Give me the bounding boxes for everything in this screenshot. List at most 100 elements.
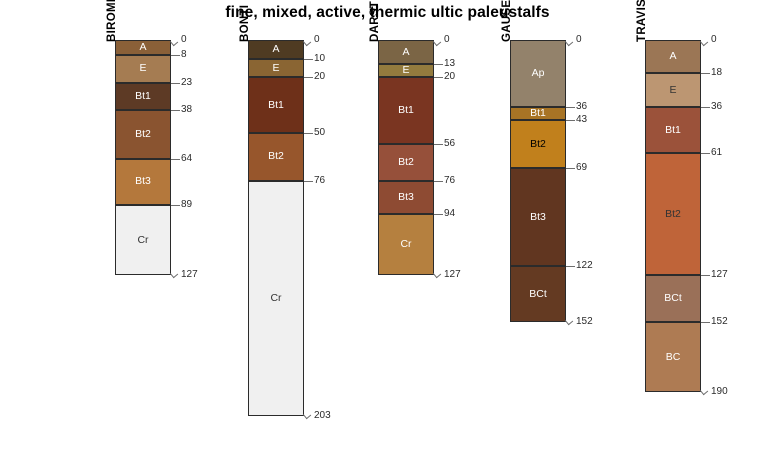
horizon-block[interactable]: A bbox=[378, 40, 434, 65]
horizon-block[interactable]: BC bbox=[645, 321, 701, 393]
horizon-block[interactable]: E bbox=[248, 58, 304, 78]
depth-tick bbox=[701, 73, 710, 75]
horizon-label: Cr bbox=[270, 292, 282, 305]
depth-label: 152 bbox=[576, 315, 593, 327]
horizon-label: Bt1 bbox=[268, 98, 284, 111]
site-label-bonti: BONTI bbox=[239, 4, 251, 42]
depth-tick bbox=[169, 270, 179, 279]
horizon-label: Bt2 bbox=[665, 207, 681, 220]
site-label-travis: TRAVIS bbox=[636, 0, 648, 42]
horizon-block[interactable]: Bt2 bbox=[645, 153, 701, 276]
profile-column: A E Bt1 Bt2 Cr bbox=[248, 40, 304, 417]
depth-tick bbox=[699, 37, 709, 47]
depth-tick bbox=[304, 58, 313, 60]
depth-tick bbox=[434, 143, 443, 145]
depth-label: 20 bbox=[314, 71, 326, 83]
horizon-label: Cr bbox=[137, 233, 149, 246]
horizon-block[interactable]: Cr bbox=[248, 180, 304, 417]
profile-column: A E Bt1 Bt2 Bt3 Cr bbox=[115, 40, 171, 276]
horizon-block[interactable]: Cr bbox=[378, 214, 434, 276]
depth-tick bbox=[304, 132, 313, 134]
depth-label: 94 bbox=[444, 208, 456, 220]
horizon-block[interactable]: Ap bbox=[510, 40, 566, 107]
horizon-block[interactable]: Bt1 bbox=[115, 82, 171, 111]
depth-label: 127 bbox=[181, 269, 198, 281]
depth-tick bbox=[564, 37, 574, 47]
depth-tick bbox=[434, 77, 443, 79]
site-label-gause: GAUSE bbox=[501, 0, 513, 42]
depth-label: 0 bbox=[181, 34, 187, 45]
horizon-block[interactable]: A bbox=[645, 40, 701, 74]
horizon-label: Bt3 bbox=[135, 175, 151, 188]
horizon-block[interactable]: Cr bbox=[115, 204, 171, 276]
depth-label: 203 bbox=[314, 410, 331, 422]
depth-tick bbox=[432, 37, 442, 47]
horizon-label: A bbox=[272, 43, 280, 55]
horizon-block[interactable]: E bbox=[115, 54, 171, 83]
horizon-label: A bbox=[402, 45, 410, 58]
horizon-block[interactable]: Bt2 bbox=[248, 132, 304, 181]
depth-tick bbox=[171, 110, 180, 112]
horizon-block[interactable]: Bt1 bbox=[378, 77, 434, 144]
site-label-darst: DARST bbox=[369, 0, 381, 42]
depth-label: 76 bbox=[314, 174, 326, 186]
horizon-label: A bbox=[139, 41, 147, 54]
depth-tick bbox=[699, 386, 709, 396]
depth-tick bbox=[564, 316, 574, 325]
horizon-block[interactable]: Bt1 bbox=[645, 106, 701, 154]
depth-tick bbox=[302, 410, 312, 420]
horizon-label: BCt bbox=[529, 287, 547, 300]
depth-label: 0 bbox=[314, 34, 320, 45]
depth-label: 122 bbox=[576, 260, 593, 272]
depth-tick bbox=[701, 106, 710, 108]
horizon-block[interactable]: BCt bbox=[645, 275, 701, 322]
horizon-label: E bbox=[139, 62, 147, 75]
horizon-block[interactable]: Bt1 bbox=[510, 106, 566, 120]
depth-label: 20 bbox=[444, 71, 456, 83]
horizon-block[interactable]: E bbox=[645, 73, 701, 107]
depth-tick bbox=[171, 204, 180, 206]
horizon-block[interactable]: Bt2 bbox=[510, 119, 566, 168]
horizon-label: A bbox=[669, 50, 677, 63]
depth-tick bbox=[434, 64, 443, 66]
horizon-label: Ap bbox=[531, 67, 545, 80]
depth-label: 89 bbox=[181, 198, 193, 210]
depth-tick bbox=[701, 321, 710, 323]
horizon-block[interactable]: Bt2 bbox=[378, 143, 434, 181]
horizon-label: Bt2 bbox=[398, 156, 414, 169]
depth-tick bbox=[566, 167, 575, 169]
depth-label: 76 bbox=[444, 174, 456, 186]
horizon-block[interactable]: E bbox=[378, 64, 434, 78]
depth-label: 56 bbox=[444, 137, 456, 149]
horizon-block[interactable]: Bt1 bbox=[248, 77, 304, 133]
horizon-block[interactable]: A bbox=[248, 40, 304, 59]
horizon-label: Bt3 bbox=[398, 191, 414, 204]
depth-label: 0 bbox=[711, 34, 717, 45]
horizon-block[interactable]: Bt2 bbox=[115, 110, 171, 159]
depth-tick bbox=[304, 180, 313, 182]
depth-label: 127 bbox=[444, 269, 461, 281]
depth-tick bbox=[701, 275, 710, 277]
horizon-label: BC bbox=[665, 350, 681, 363]
horizon-block[interactable]: BCt bbox=[510, 266, 566, 322]
depth-label: 127 bbox=[711, 269, 728, 281]
depth-label: 61 bbox=[711, 147, 723, 159]
depth-label: 13 bbox=[444, 58, 456, 70]
depth-label: 0 bbox=[444, 34, 450, 45]
horizon-block[interactable]: Bt3 bbox=[378, 180, 434, 215]
horizon-block[interactable]: Bt3 bbox=[510, 167, 566, 267]
horizon-block[interactable]: A bbox=[115, 40, 171, 55]
horizon-block[interactable]: Bt3 bbox=[115, 158, 171, 205]
depth-label: 152 bbox=[711, 315, 728, 327]
page-title: fine, mixed, active, thermic ultic paleu… bbox=[225, 4, 550, 21]
profile-column: Ap Bt1 Bt2 Bt3 BCt bbox=[510, 40, 566, 322]
depth-label: 38 bbox=[181, 104, 193, 116]
depth-label: 18 bbox=[711, 67, 723, 79]
depth-label: 50 bbox=[314, 126, 326, 138]
depth-tick bbox=[566, 119, 575, 121]
horizon-label: Bt3 bbox=[530, 210, 546, 223]
depth-tick bbox=[302, 37, 312, 47]
depth-label: 23 bbox=[181, 76, 193, 88]
horizon-label: Bt2 bbox=[135, 128, 151, 141]
